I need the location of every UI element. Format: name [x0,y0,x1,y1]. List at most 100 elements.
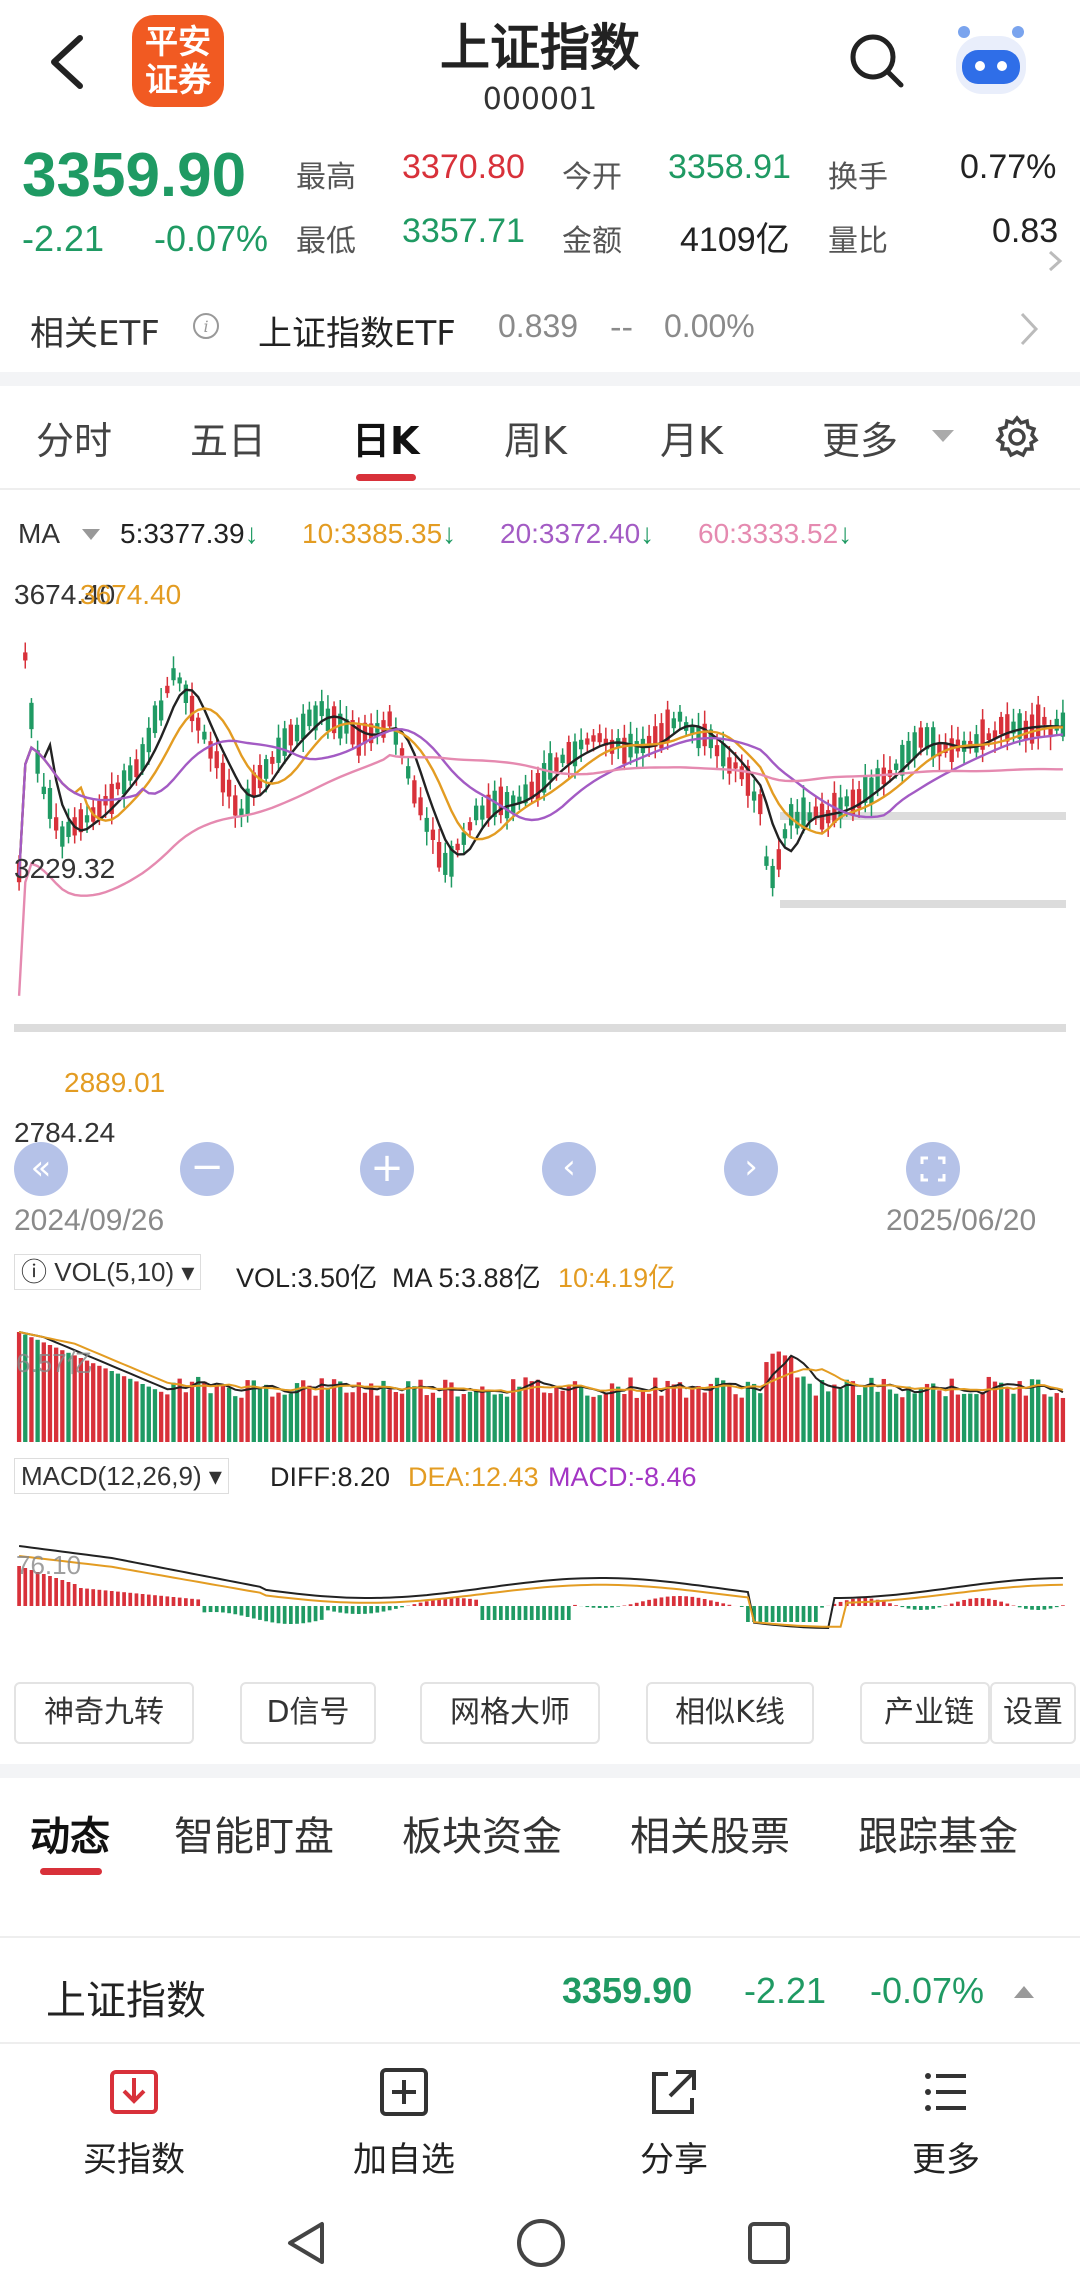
candle [918,727,924,748]
macd-bar [97,1589,102,1606]
candle [875,768,880,791]
tool-industry-chain[interactable]: 产业链 [860,1682,990,1744]
candle [535,773,541,800]
tab-weekly-k[interactable]: 周K [504,419,567,463]
related-etf-row[interactable]: 相关ETF i 上证指数ETF 0.839 -- 0.00% [0,290,1080,370]
tab-timeshare[interactable]: 分时 [36,419,113,463]
tool-settings[interactable]: 设置 [990,1682,1076,1744]
volume-bar [696,1385,701,1442]
candle [412,780,417,804]
candle [714,745,720,757]
system-back-icon[interactable] [282,2218,332,2268]
ma-title[interactable]: MA [18,518,60,549]
scroll-left-fast-icon[interactable]: « [14,1142,68,1196]
candle [572,741,578,767]
tab-sector-funds[interactable]: 板块资金 [402,1814,562,1860]
candle [356,724,361,756]
macd-bar [134,1593,139,1606]
back-arrow-icon[interactable] [38,22,98,102]
volume-chart[interactable]: 6.57亿 [0,1292,1080,1450]
macd-bar [140,1594,145,1606]
macd-bar [449,1598,454,1606]
ticker-bar[interactable]: 上证指数 3359.90 -2.21 -0.07% [0,1940,1080,2040]
tool-magic-nine[interactable]: 神奇九转 [14,1682,194,1744]
candle [807,812,812,822]
tab-related-stocks[interactable]: 相关股票 [630,1814,790,1860]
caret-down-icon[interactable] [80,526,102,544]
macd-bar [23,1568,28,1606]
volume-bar [288,1393,294,1442]
candle [455,843,460,851]
vol-indicator-select[interactable]: ⓘ VOL(5,10) ▾ [14,1254,202,1290]
expand-arrow-icon[interactable] [1046,246,1068,276]
volume-bar [529,1381,534,1442]
search-icon[interactable] [846,30,906,90]
chevron-right-icon[interactable] [1014,306,1044,352]
macd-bar [208,1606,213,1613]
zoom-in-icon[interactable]: + [360,1142,414,1196]
tab-tracking-funds[interactable]: 跟踪基金 [858,1814,1018,1860]
move-right-icon[interactable]: › [724,1142,778,1196]
tab-smart-watch[interactable]: 智能盯盘 [174,1814,334,1860]
zoom-out-icon[interactable]: − [180,1142,234,1196]
macd-bar [511,1606,516,1620]
gear-icon[interactable] [994,414,1040,460]
tab-five-day[interactable]: 五日 [190,419,267,463]
volume-bar [257,1387,263,1442]
volume-bar [702,1392,707,1442]
candle [764,856,769,866]
macd-bar [931,1606,936,1609]
add-watchlist-button[interactable]: 加自选 [304,2064,504,2181]
candle [399,748,405,756]
caret-down-icon[interactable] [930,426,956,446]
system-home-icon[interactable] [514,2216,568,2270]
tab-dynamics[interactable]: 动态 [30,1814,110,1860]
candle [560,754,565,764]
caret-up-icon[interactable] [1012,1984,1036,2000]
candle [41,786,46,795]
support-band [780,812,1066,820]
system-recents-icon[interactable] [744,2218,794,2268]
macd-bar [647,1599,651,1606]
info-icon[interactable]: i [192,312,220,340]
volume-bar [634,1397,639,1442]
add-square-icon [380,2068,428,2116]
volume-bar [418,1379,423,1442]
fullscreen-icon[interactable] [906,1142,960,1196]
candle [548,753,553,780]
macd-bar [190,1598,194,1606]
share-button[interactable]: 分享 [574,2064,774,2181]
move-left-icon[interactable]: ‹ [542,1142,596,1196]
volume-bar [467,1391,473,1442]
tab-monthly-k[interactable]: 月K [660,419,723,463]
candle [1011,721,1016,734]
volume-bar [764,1362,769,1442]
volume-bar [609,1383,615,1442]
candle [782,829,788,839]
buy-index-button[interactable]: 买指数 [34,2064,234,2181]
share-icon [652,2070,696,2114]
candle [387,711,392,727]
candle [869,777,874,804]
macd-bar [690,1596,695,1606]
candlestick-chart[interactable]: 3674.40 3674.40 3229.32 2889.01 2784.24 [0,560,1080,1200]
robot-assistant-icon[interactable] [950,20,1032,100]
volume-bar [776,1351,781,1442]
tool-grid-master[interactable]: 网格大师 [420,1682,600,1744]
candle [721,743,726,767]
tab-more[interactable]: 更多 [822,419,899,463]
tool-d-signal[interactable]: D信号 [240,1682,376,1744]
macd-dea: DEA:12.43 [408,1462,539,1492]
macd-bar [301,1606,306,1624]
volume-ratio-label: 量比 [828,224,888,259]
candle [251,772,256,798]
macd-indicator-select[interactable]: MACD(12,26,9) ▾ [14,1458,229,1494]
tool-similar-k[interactable]: 相似K线 [646,1682,814,1744]
turnover-value: 0.77% [960,148,1057,186]
more-button[interactable]: 更多 [846,2064,1046,2181]
macd-bar [548,1606,553,1620]
tab-daily-k[interactable]: 日K [352,419,420,463]
candle [974,734,979,753]
macd-chart[interactable]: 76.10 [0,1496,1080,1660]
volume-bar [863,1385,868,1442]
